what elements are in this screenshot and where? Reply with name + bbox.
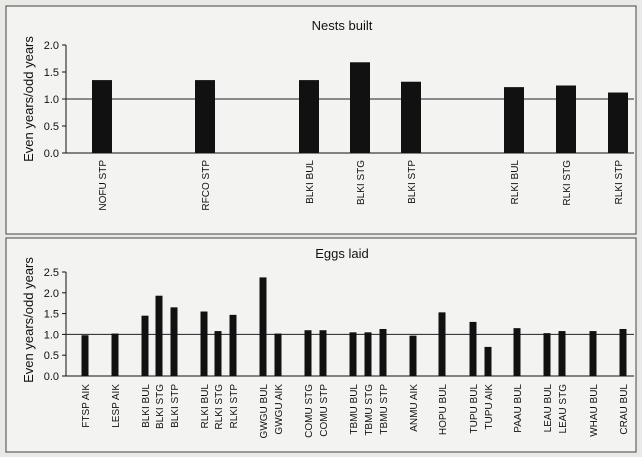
- bar: [619, 328, 627, 376]
- bar: [558, 331, 566, 376]
- x-tick-label: BLKI STP: [407, 160, 418, 204]
- y-tick-label: 2.5: [44, 267, 59, 279]
- x-tick-label: COMU STP: [319, 384, 330, 437]
- bar: [299, 80, 319, 153]
- x-tick-labels: FTSP AIK LESP AIK BLKI BUL BLKI STG BLKI STP…: [81, 384, 630, 439]
- x-tick-label: TBMU STG: [364, 384, 375, 436]
- x-tick-labels: NOFU STP RFCO STP BLKI BUL BLKI STG BLKI STP…: [98, 160, 625, 211]
- x-tick-label: CRAU BUL: [619, 384, 630, 435]
- x-tick-label: RLKI BUL: [200, 384, 211, 429]
- x-tick-label: RLKI STP: [614, 160, 625, 205]
- bar: [438, 312, 446, 376]
- bar: [364, 332, 372, 376]
- y-tick-label: 1.5: [44, 67, 59, 79]
- bar: [155, 295, 163, 376]
- bar: [200, 311, 208, 376]
- x-tick-label: RLKI BUL: [510, 160, 521, 205]
- chart-title: Nests built: [312, 18, 373, 33]
- y-tick-label: 2.0: [44, 288, 59, 300]
- bar: [556, 85, 576, 153]
- y-axis-label: Even years/odd years: [21, 257, 36, 383]
- x-tick-label: TBMU STP: [379, 384, 390, 435]
- bar: [469, 321, 477, 376]
- y-tick-label: 1.5: [44, 309, 59, 321]
- bar: [259, 277, 267, 376]
- x-tick-label: WHAU BUL: [589, 384, 600, 437]
- x-tick-label: BLKI STG: [356, 160, 367, 205]
- bar: [379, 328, 387, 376]
- bar: [504, 87, 524, 153]
- bar: [543, 333, 551, 376]
- x-tick-label: FTSP AIK: [81, 384, 92, 428]
- bar: [349, 332, 357, 376]
- x-tick-label: BLKI STP: [170, 384, 181, 428]
- x-tick-label: LEAU BUL: [543, 384, 554, 433]
- y-tick-label: 0.0: [44, 371, 59, 383]
- x-tick-label: ANMU AIK: [409, 384, 420, 432]
- bar: [350, 62, 370, 153]
- y-tick-label: 0.0: [44, 148, 59, 160]
- bar: [141, 315, 149, 376]
- bar: [214, 331, 222, 376]
- x-tick-label: BLKI BUL: [305, 160, 316, 204]
- bar: [319, 330, 327, 376]
- bar: [409, 335, 417, 376]
- bar: [484, 346, 492, 376]
- y-axis-label: Even years/odd years: [21, 36, 36, 162]
- bar: [81, 335, 89, 376]
- bar: [229, 314, 237, 376]
- x-tick-label: RLKI STP: [229, 384, 240, 429]
- x-tick-label: BLKI BUL: [141, 384, 152, 428]
- panel-eggs-laid: Eggs laid Even years/odd years 0.0 0.5 1.0…: [5, 237, 637, 453]
- bar: [274, 333, 282, 376]
- bars: [92, 62, 628, 153]
- y-tick-label: 2.0: [44, 40, 59, 52]
- x-tick-label: TBMU BUL: [349, 384, 360, 435]
- x-tick-label: BLKI STG: [155, 384, 166, 429]
- x-tick-label: PAAU BUL: [513, 384, 524, 433]
- x-tick-label: GWGU BUL: [259, 384, 270, 439]
- x-tick-label: RFCO STP: [201, 160, 212, 211]
- x-tick-label: NOFU STP: [98, 160, 109, 211]
- bar: [589, 331, 597, 376]
- x-tick-label: LESP AIK: [111, 384, 122, 428]
- x-tick-label: GWGU AIK: [274, 384, 285, 435]
- y-tick-label: 1.0: [44, 329, 59, 341]
- bar: [111, 333, 119, 376]
- y-tick-label: 0.5: [44, 350, 59, 362]
- bar: [401, 81, 421, 153]
- bar: [195, 80, 215, 153]
- panel-nests-built: Nests built Even years/odd years 0.0 0.5 1…: [5, 5, 637, 235]
- bars: [81, 277, 627, 376]
- x-tick-label: TUPU BUL: [469, 384, 480, 434]
- x-tick-label: TUPU AIK: [484, 384, 495, 430]
- chart-title: Eggs laid: [315, 246, 368, 261]
- x-tick-label: HOPU BUL: [438, 384, 449, 436]
- bar: [170, 307, 178, 376]
- bar: [92, 80, 112, 153]
- bar: [304, 330, 312, 376]
- x-tick-label: RLKI STG: [214, 384, 225, 430]
- y-tick-label: 1.0: [44, 94, 59, 106]
- x-tick-label: COMU STG: [304, 384, 315, 438]
- bar: [513, 328, 521, 376]
- bar: [608, 92, 628, 153]
- y-tick-label: 0.5: [44, 121, 59, 133]
- x-tick-label: LEAU STG: [558, 384, 569, 434]
- x-tick-label: RLKI STG: [562, 160, 573, 206]
